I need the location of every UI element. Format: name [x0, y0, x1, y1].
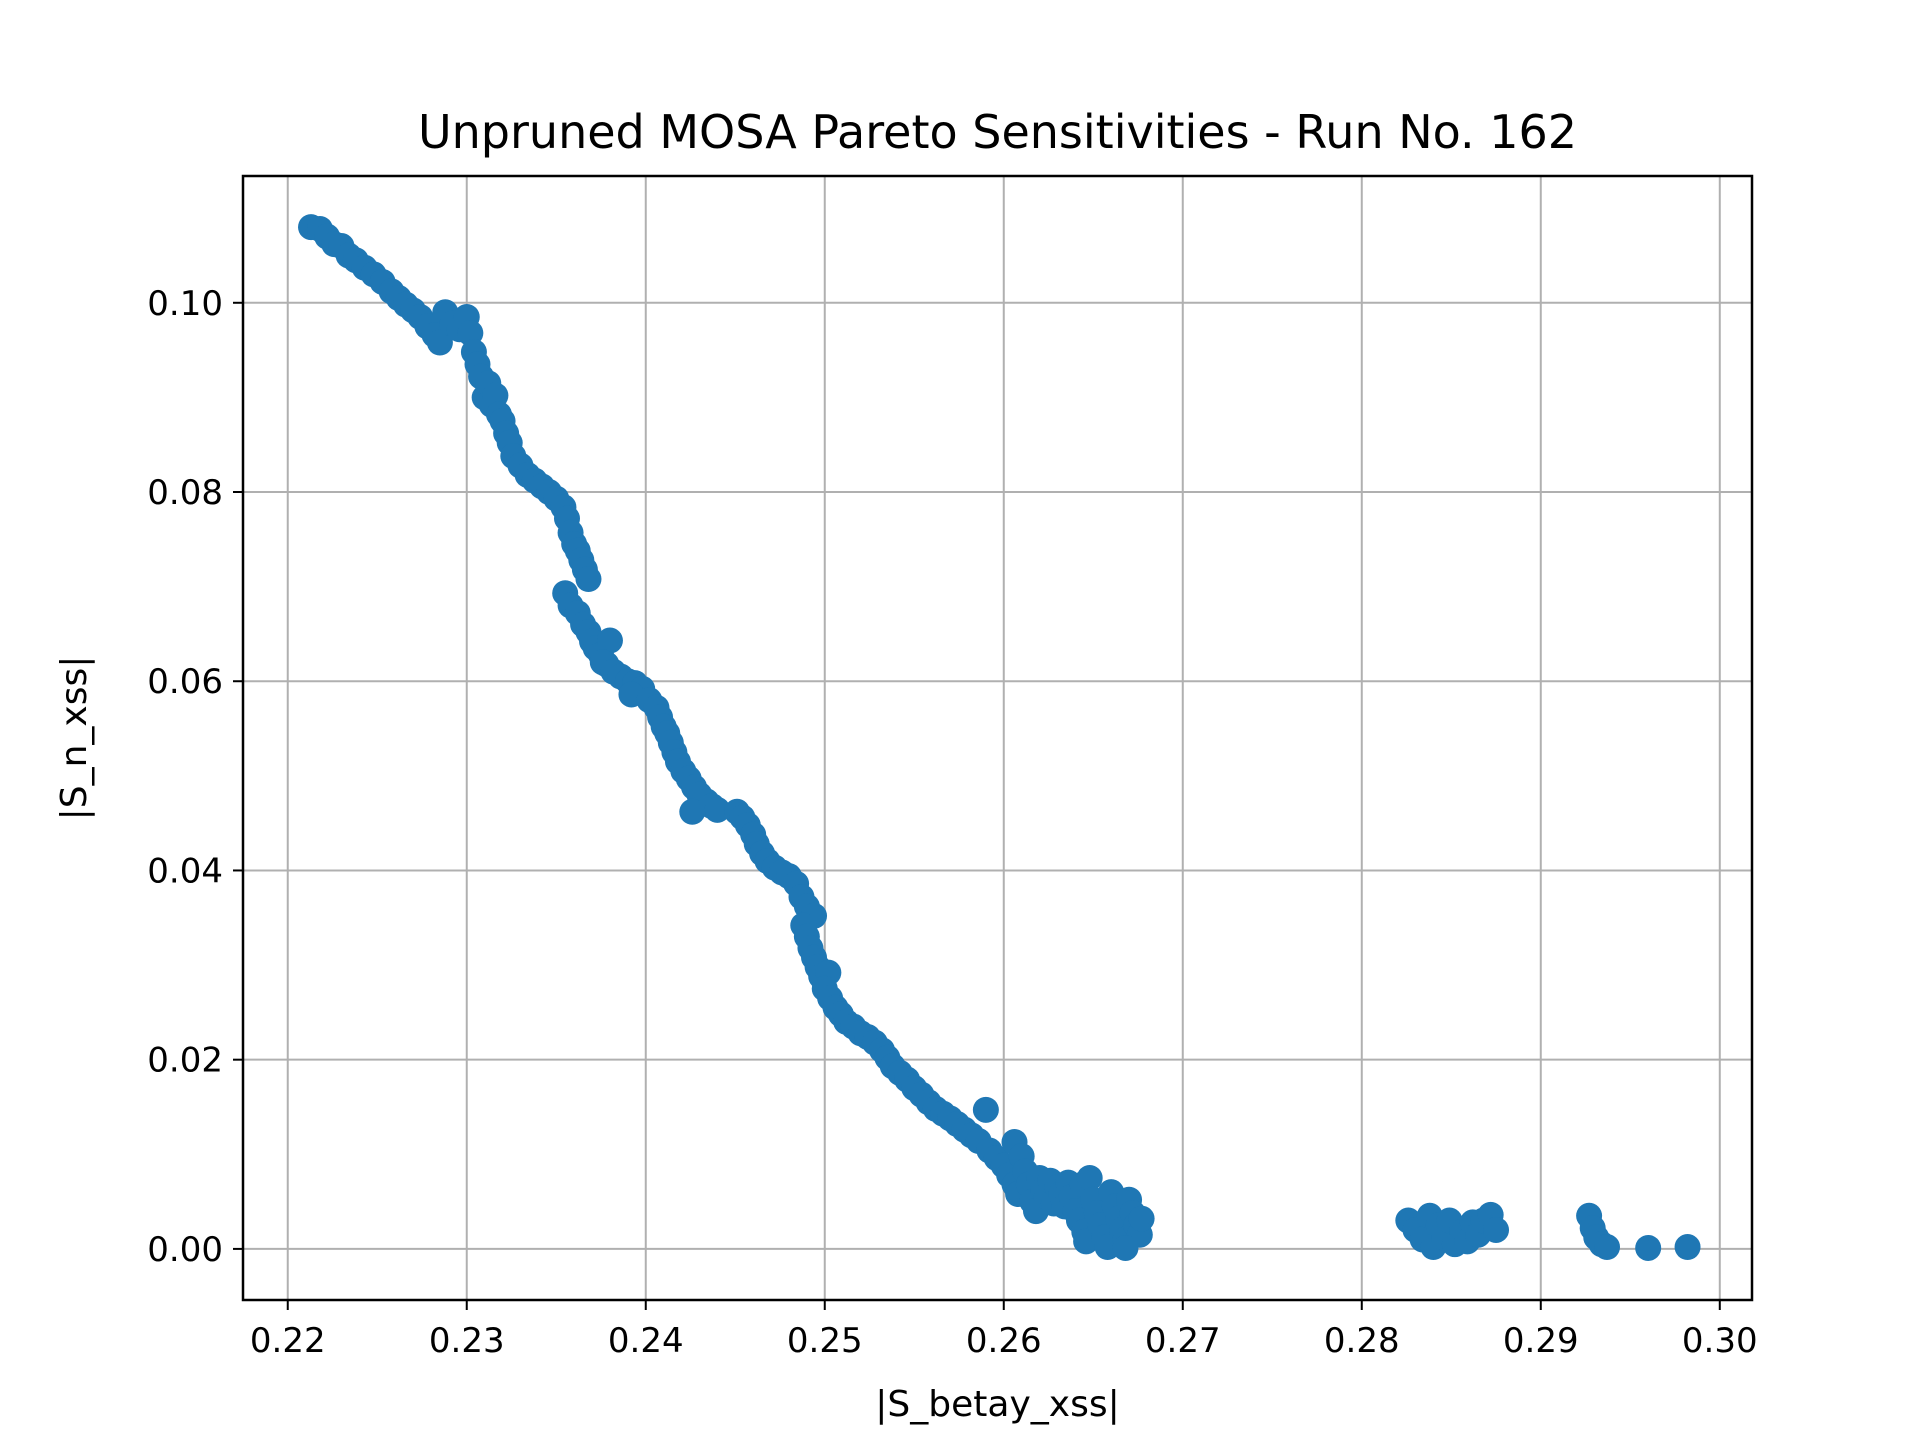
- data-point: [1594, 1234, 1621, 1261]
- data-point: [704, 796, 731, 823]
- x-tick-label: 0.25: [787, 1321, 863, 1361]
- data-point: [575, 566, 602, 593]
- data-point: [679, 798, 706, 825]
- y-tick-label: 0.00: [147, 1230, 223, 1270]
- x-tick-label: 0.29: [1503, 1321, 1579, 1361]
- data-point: [1635, 1234, 1662, 1261]
- y-tick-label: 0.06: [147, 662, 223, 702]
- x-tick-label: 0.30: [1682, 1321, 1758, 1361]
- x-tick-label: 0.26: [966, 1321, 1042, 1361]
- x-axis-ticks: 0.22 0.23 0.24 0.25 0.26 0.27 0.28 0.29 0.30: [250, 1300, 1758, 1361]
- x-tick-label: 0.23: [429, 1321, 505, 1361]
- data-point: [1076, 1164, 1103, 1191]
- plot-frame: [241, 174, 1754, 1302]
- y-axis-ticks: 0.00 0.02 0.04 0.06 0.08 0.10: [147, 284, 243, 1270]
- chart-title: Unpruned MOSA Pareto Sensitivities - Run…: [418, 105, 1577, 159]
- y-tick-label: 0.10: [147, 284, 223, 324]
- data-points: [298, 214, 1701, 1261]
- y-tick-label: 0.02: [147, 1041, 223, 1081]
- data-point: [426, 329, 453, 356]
- x-tick-label: 0.24: [608, 1321, 684, 1361]
- data-point: [972, 1096, 999, 1123]
- x-axis-label: |S_betay_xss|: [875, 1384, 1119, 1425]
- y-axis-label: |S_n_xss|: [54, 656, 95, 821]
- data-point: [1112, 1234, 1139, 1261]
- x-tick-label: 0.22: [250, 1321, 326, 1361]
- data-point: [1674, 1234, 1701, 1261]
- data-point: [596, 627, 623, 654]
- x-tick-label: 0.27: [1145, 1321, 1221, 1361]
- data-point: [1128, 1205, 1155, 1232]
- y-tick-label: 0.04: [147, 851, 223, 891]
- x-tick-label: 0.28: [1324, 1321, 1400, 1361]
- y-tick-label: 0.08: [147, 473, 223, 513]
- grid: [243, 176, 1752, 1300]
- data-point: [1483, 1216, 1510, 1243]
